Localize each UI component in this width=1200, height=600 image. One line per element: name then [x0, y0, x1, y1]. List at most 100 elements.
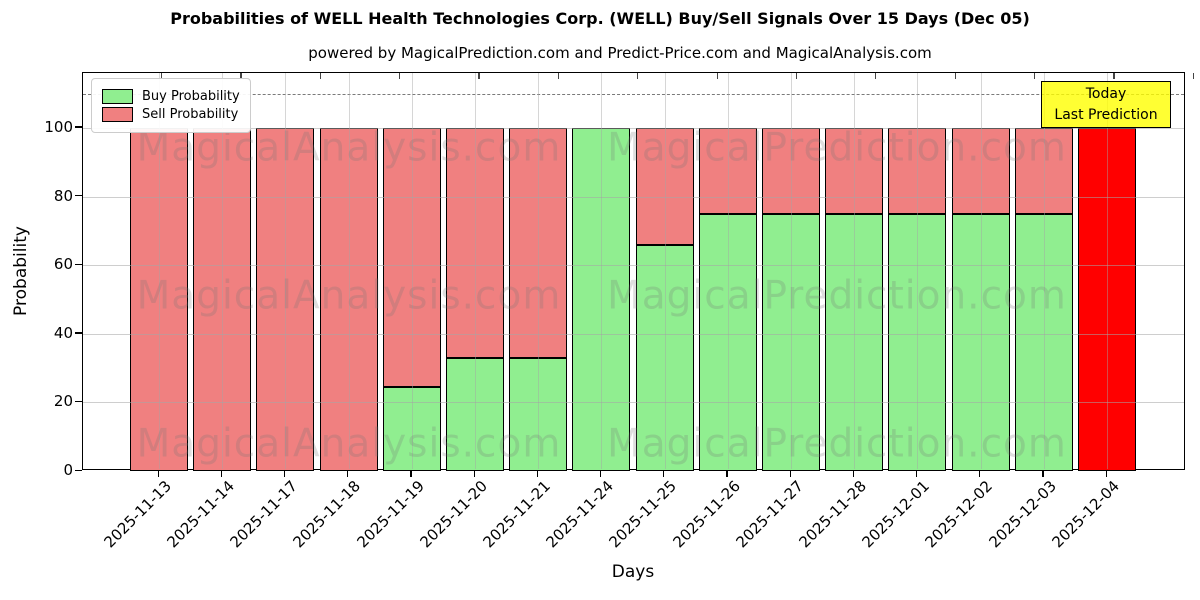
x-tick-label: 2025-11-25	[605, 477, 681, 552]
x-tick-label: 2025-11-20	[416, 477, 491, 552]
sell-swatch-icon	[102, 107, 133, 122]
watermark-text: MagicalPrediction.com	[607, 273, 1067, 319]
x-tick-label: 2025-11-27	[732, 477, 807, 552]
x-grid-line	[854, 73, 856, 469]
x-tick-mark	[979, 470, 981, 477]
bar-sell-segment	[193, 127, 252, 471]
x-tick-mark	[410, 470, 412, 477]
x-grid-line	[980, 73, 982, 469]
x-axis-label: Days	[611, 562, 655, 582]
bar-buy-segment	[825, 213, 884, 471]
bar-buy-segment	[635, 244, 694, 471]
y-grid-line	[83, 127, 1184, 129]
bar-buy-segment	[509, 357, 568, 471]
x-tick-label: 2025-11-13	[100, 477, 175, 552]
y-axis-label: Probability	[11, 226, 31, 316]
bar-sell-segment	[825, 127, 884, 214]
y-tick-label: 60	[53, 255, 73, 274]
y-tick-label: 0	[63, 461, 73, 479]
x-tick-label: 2025-11-26	[669, 477, 744, 552]
x-tick-mark	[157, 470, 159, 477]
y-grid-line	[83, 402, 1184, 404]
bar-today	[1078, 127, 1136, 471]
legend-row-buy: Buy Probability	[102, 89, 240, 104]
bar-sell-segment	[130, 127, 188, 471]
top-tick-mark	[795, 73, 798, 79]
top-tick-mark	[954, 73, 956, 79]
bar-sell-segment	[256, 127, 315, 471]
top-tick-mark	[240, 73, 242, 79]
top-tick-mark	[716, 73, 718, 79]
top-tick-mark	[557, 73, 559, 79]
buy-swatch-icon	[102, 89, 133, 104]
x-tick-label: 2025-12-04	[1048, 477, 1123, 552]
legend-row-sell: Sell Probability	[102, 107, 240, 122]
top-tick-mark	[161, 73, 163, 79]
dashed-threshold-line	[83, 93, 1184, 95]
y-grid-line	[83, 265, 1184, 267]
bar-buy-segment	[446, 357, 504, 471]
bar-buy-segment	[762, 213, 820, 471]
x-grid-line	[664, 73, 666, 469]
x-grid-line	[538, 73, 540, 469]
watermark-text: MagicalAnalysis.com	[136, 421, 562, 467]
y-grid-line	[83, 196, 1184, 198]
x-grid-line	[727, 73, 729, 469]
bar-buy-segment	[888, 213, 947, 471]
x-tick-mark	[536, 470, 538, 477]
watermark-text: MagicalPrediction.com	[607, 421, 1067, 467]
y-tick-label: 20	[53, 392, 73, 411]
x-grid-line	[601, 73, 603, 469]
x-grid-line	[285, 73, 287, 469]
bar-buy-segment	[698, 213, 757, 471]
top-tick-mark	[399, 73, 401, 79]
plot-area: Buy Probability Sell Probability Today L…	[82, 72, 1194, 471]
x-tick-mark	[663, 470, 665, 477]
bar-buy-segment	[572, 127, 631, 471]
x-grid-line	[1043, 73, 1045, 469]
bar-buy-segment	[382, 386, 441, 471]
top-tick-mark	[637, 73, 639, 79]
bar-sell-segment	[382, 127, 441, 387]
x-tick-label: 2025-12-01	[858, 477, 934, 552]
watermark-text: MagicalPrediction.com	[607, 125, 1067, 171]
x-tick-mark	[220, 470, 222, 477]
top-tick-mark	[1033, 73, 1036, 79]
x-grid-line	[348, 73, 350, 469]
x-grid-line	[791, 73, 792, 469]
bar-sell-segment	[698, 127, 757, 214]
y-grid-line	[83, 333, 1184, 335]
y-tick-label: 80	[53, 186, 73, 205]
chart-title: Probabilities of WELL Health Technologie…	[170, 9, 1030, 28]
chart-subtitle: powered by MagicalPrediction.com and Pre…	[308, 44, 932, 62]
legend-buy-label: Buy Probability	[142, 89, 240, 104]
y-tick-mark	[75, 469, 82, 471]
x-tick-label: 2025-11-14	[163, 477, 238, 552]
y-tick-label: 100	[44, 117, 73, 136]
top-tick-mark	[875, 73, 877, 79]
x-tick-label: 2025-11-24	[542, 477, 618, 552]
today-annotation: Today Last Prediction	[1041, 81, 1171, 128]
bar-sell-segment	[635, 127, 694, 245]
x-grid-line	[222, 73, 224, 469]
x-grid-line	[411, 73, 413, 469]
top-tick-mark	[1192, 73, 1194, 79]
y-tick-mark	[75, 400, 82, 403]
bar-sell-segment	[951, 127, 1010, 214]
x-tick-label: 2025-12-03	[985, 477, 1060, 552]
today-annotation-line2: Last Prediction	[1054, 106, 1158, 123]
x-tick-label: 2025-11-19	[353, 477, 428, 552]
y-tick-mark	[75, 195, 82, 197]
x-grid-line	[1107, 73, 1108, 469]
top-tick-mark	[478, 73, 480, 79]
bar-buy-segment	[951, 213, 1010, 471]
bar-sell-segment	[509, 127, 568, 358]
x-tick-mark	[1042, 470, 1044, 477]
x-tick-mark	[599, 470, 602, 477]
legend: Buy Probability Sell Probability	[91, 78, 251, 133]
x-tick-label: 2025-11-28	[795, 477, 870, 552]
x-grid-line	[917, 73, 919, 469]
bar-sell-segment	[762, 127, 820, 214]
x-tick-mark	[1105, 470, 1107, 477]
